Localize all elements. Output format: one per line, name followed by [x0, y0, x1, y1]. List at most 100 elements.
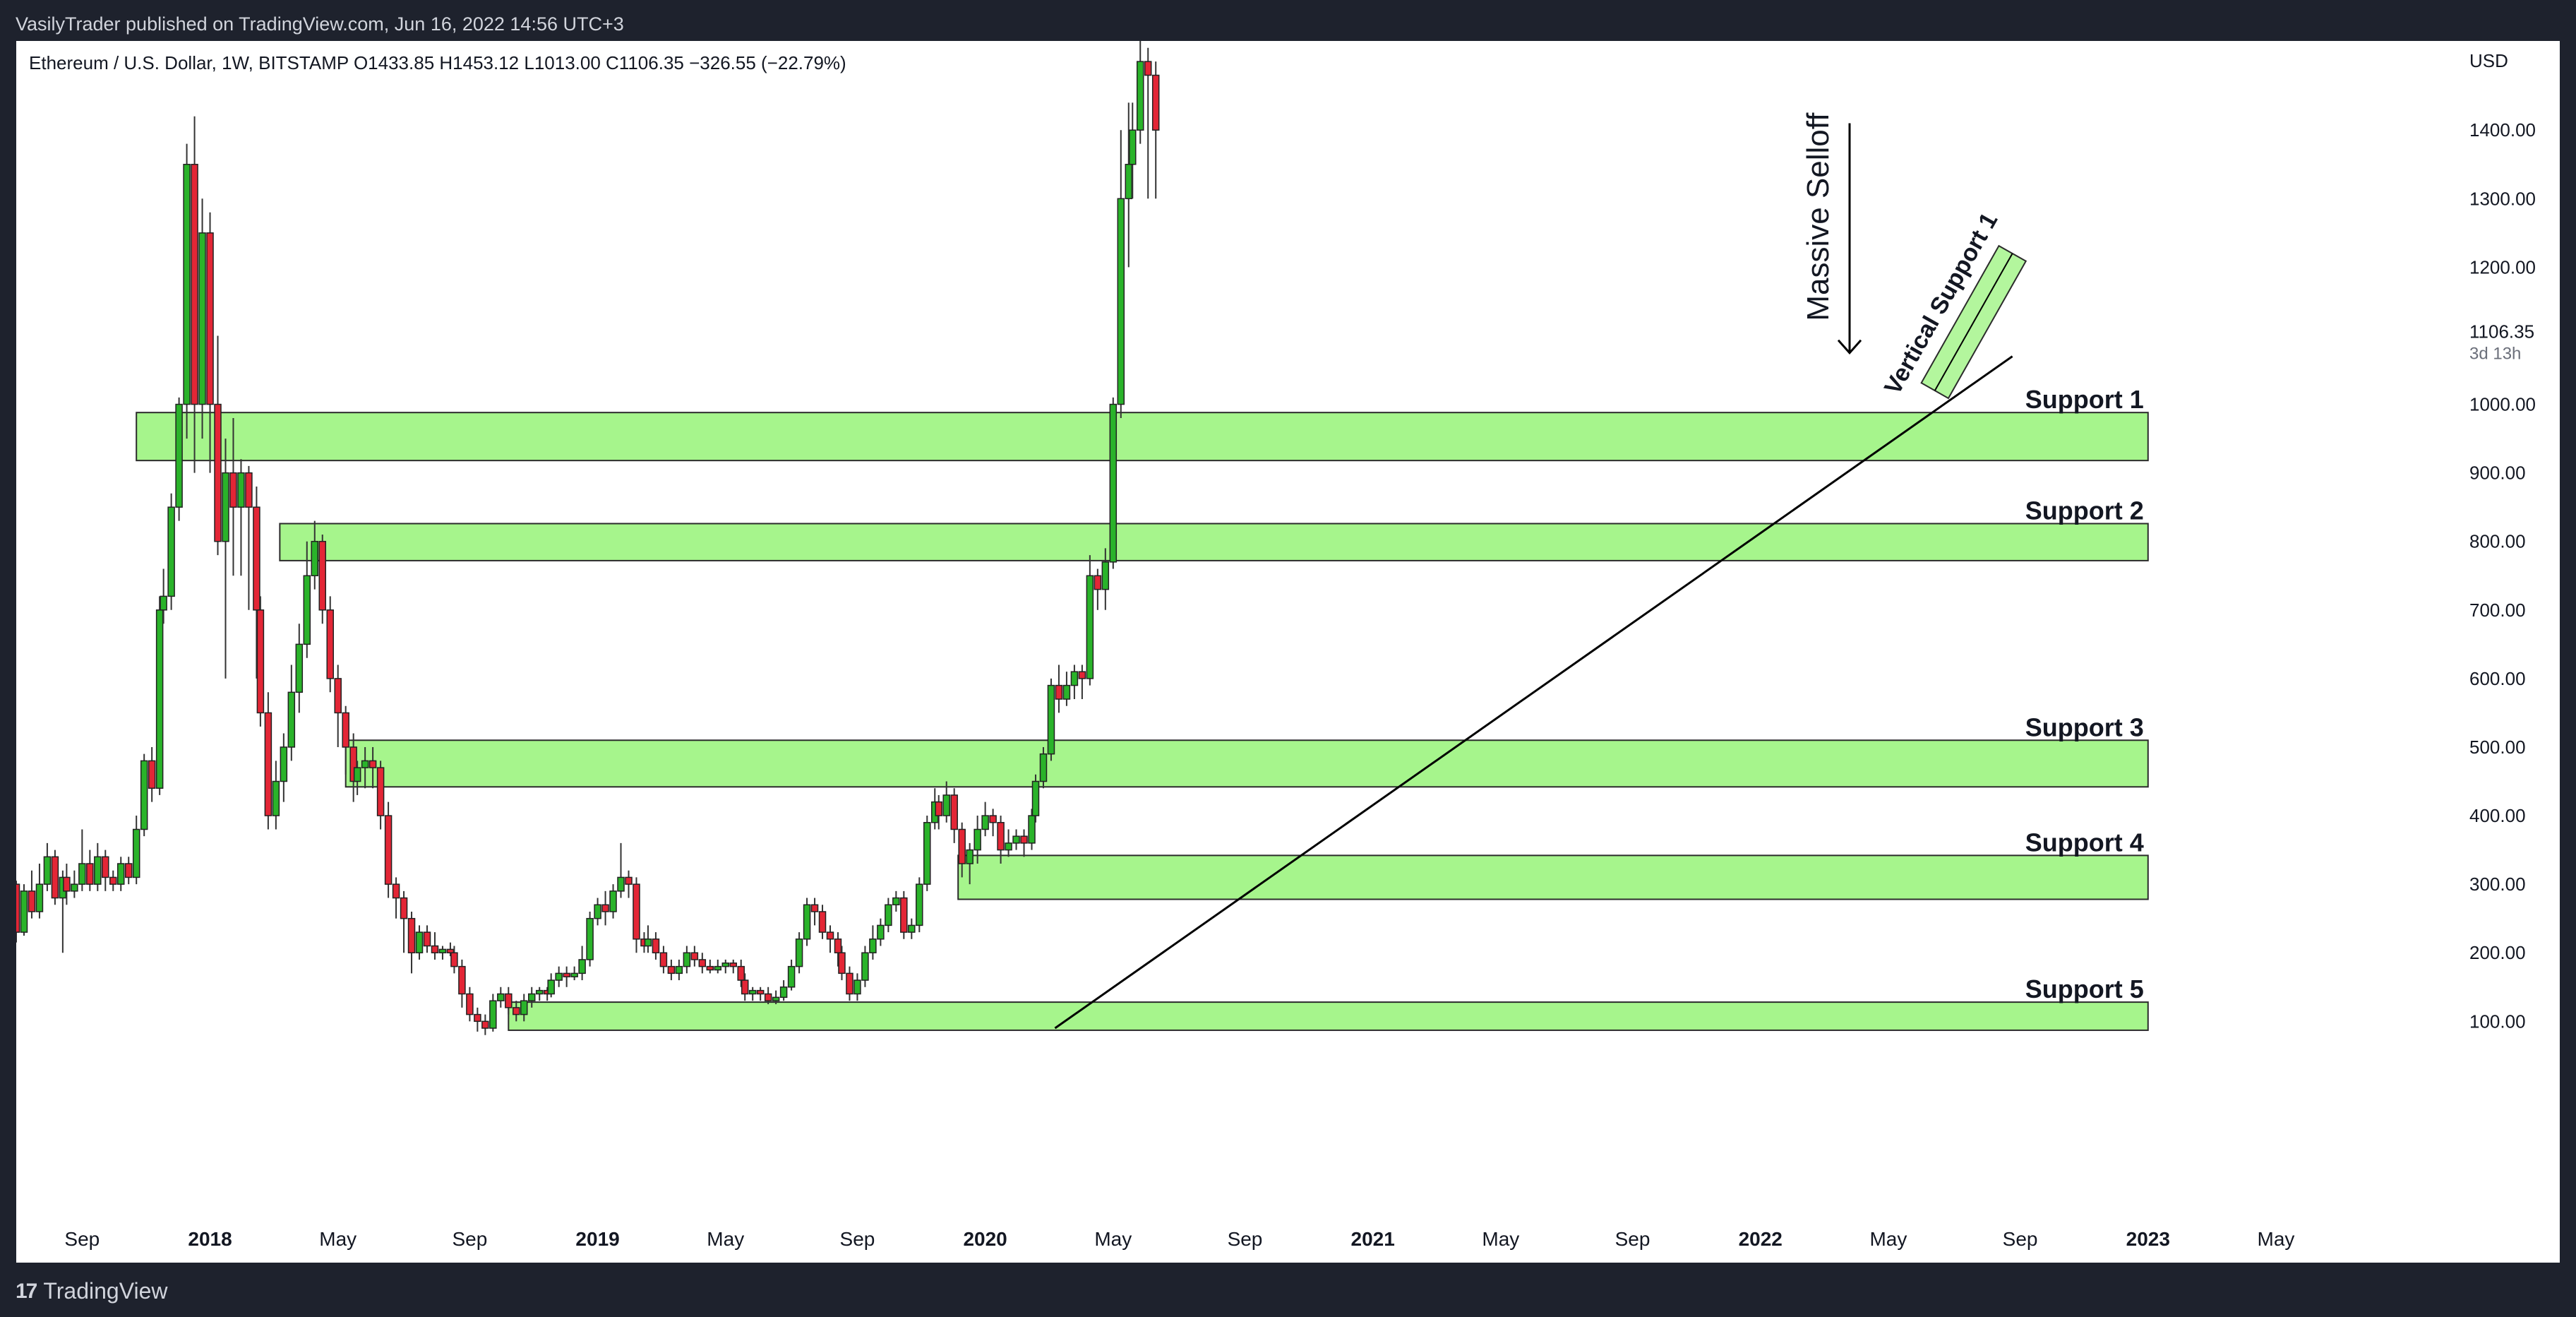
candle-up [295, 643, 304, 693]
candle-down [51, 856, 59, 899]
candle-down [997, 822, 1005, 851]
candle-up [520, 1000, 528, 1015]
candle-up [555, 972, 563, 981]
candle-up [43, 856, 52, 885]
candle-down [214, 403, 222, 542]
zone-labels: Support 1 Support 2 Support 3 Support 4 Supp… [2025, 385, 2144, 1003]
time-tick-label: Sep [1615, 1228, 1651, 1250]
symbol-legend: Ethereum / U.S. Dollar, 1W, BITSTAMP O14… [29, 52, 846, 73]
candle-up [1136, 61, 1144, 131]
candle-down [400, 897, 408, 919]
candle-up [923, 822, 931, 885]
price-tick-label: 200.00 [2469, 942, 2526, 963]
support-zone-label: Support 5 [2025, 975, 2144, 1003]
candle-up [1047, 684, 1055, 755]
candle-down [706, 965, 714, 971]
candle-up [1070, 671, 1079, 686]
candle-up [586, 917, 594, 960]
time-tick-label: 2023 [2126, 1228, 2170, 1250]
trendline [1054, 355, 2013, 1030]
footer-bar: 17 TradingView [0, 1263, 2576, 1317]
brand-label: TradingView [43, 1278, 168, 1304]
price-tick-label: 700.00 [2469, 600, 2526, 621]
candle-down [1020, 835, 1028, 844]
candle-up [877, 924, 885, 940]
price-tick-label: 1400.00 [2469, 119, 2536, 141]
price-tick-label: 600.00 [2469, 668, 2526, 689]
candle-up [916, 883, 923, 926]
candle-up [198, 232, 206, 405]
candle-up [489, 1000, 497, 1029]
candle-up [175, 403, 183, 508]
time-tick-label: Sep [2003, 1228, 2038, 1250]
candle-down [826, 931, 834, 940]
candle-down [625, 876, 633, 885]
candle-up [779, 987, 788, 999]
candle-down [764, 993, 772, 1001]
price-tick-label: 500.00 [2469, 737, 2526, 758]
candle-down [102, 856, 109, 878]
candle-down [810, 904, 819, 912]
candle-down [369, 760, 377, 768]
support-zone-label: Support 1 [2025, 385, 2144, 414]
candle-down [28, 890, 36, 912]
candle-up [869, 938, 877, 953]
candle-up [1109, 403, 1118, 563]
candle-down [958, 828, 966, 864]
candle-down [513, 1007, 520, 1015]
price-axis[interactable]: USD 1400.00 1300.00 1200.00 1000.00 900.00 800… [2469, 50, 2536, 1032]
time-tick-label: May [319, 1228, 357, 1250]
last-price-label: 1106.35 [2469, 321, 2534, 342]
candle-down [818, 911, 827, 933]
candle-up [1005, 842, 1012, 851]
price-tick-label: 1000.00 [2469, 394, 2536, 415]
candle-up [1012, 835, 1020, 844]
support-zones [136, 412, 2149, 1031]
candle-up [1117, 198, 1125, 405]
time-tick-label: Sep [840, 1228, 875, 1250]
candle-down [481, 1020, 489, 1029]
candle-down [950, 794, 958, 830]
candle-up [303, 575, 311, 645]
candle-up [966, 849, 974, 864]
time-tick-label: Sep [1228, 1228, 1263, 1250]
candle-up [35, 883, 44, 912]
price-tick-label: 900.00 [2469, 463, 2526, 484]
currency-label: USD [2469, 50, 2508, 71]
candle-down [1055, 684, 1063, 700]
time-tick-label: May [1094, 1228, 1132, 1250]
candle-up [644, 938, 652, 947]
tradingview-brand[interactable]: 17 TradingView [16, 1278, 167, 1304]
candles [16, 41, 1160, 1035]
selloff-arrowhead [1837, 339, 1862, 354]
candle-up [594, 904, 601, 919]
candle-down [659, 952, 668, 967]
candle-down [326, 609, 334, 679]
candle-up [71, 883, 78, 892]
candle-down [1078, 671, 1086, 679]
candle-up [1031, 780, 1040, 816]
time-axis[interactable]: Sep 2018 May Sep 2019 May Sep 2020 May Sep 2021 May… [64, 1228, 2294, 1250]
candle-up [861, 952, 869, 981]
candle-up [116, 863, 125, 885]
candle-up [795, 938, 803, 967]
candle-down [264, 712, 272, 816]
chart-frame[interactable]: Vertical Support 1 Massive Selloff Suppor… [16, 41, 2560, 1263]
candle-down [458, 965, 466, 995]
publisher-line: VasilyTrader published on TradingView.co… [16, 13, 624, 35]
support-zone [508, 1001, 2149, 1031]
support-zone [957, 854, 2149, 900]
candle-up [981, 815, 989, 830]
candle-up [683, 952, 691, 967]
candle-up [497, 993, 505, 1001]
candle-up [287, 691, 296, 748]
candle-down [834, 938, 842, 953]
tradingview-logo-icon: 17 [16, 1279, 37, 1303]
candle-up [280, 746, 288, 782]
candle-down [229, 472, 237, 508]
support-zone [345, 739, 2149, 788]
candle-up [885, 904, 892, 926]
candle-up [78, 863, 86, 885]
candle-down [563, 972, 570, 977]
